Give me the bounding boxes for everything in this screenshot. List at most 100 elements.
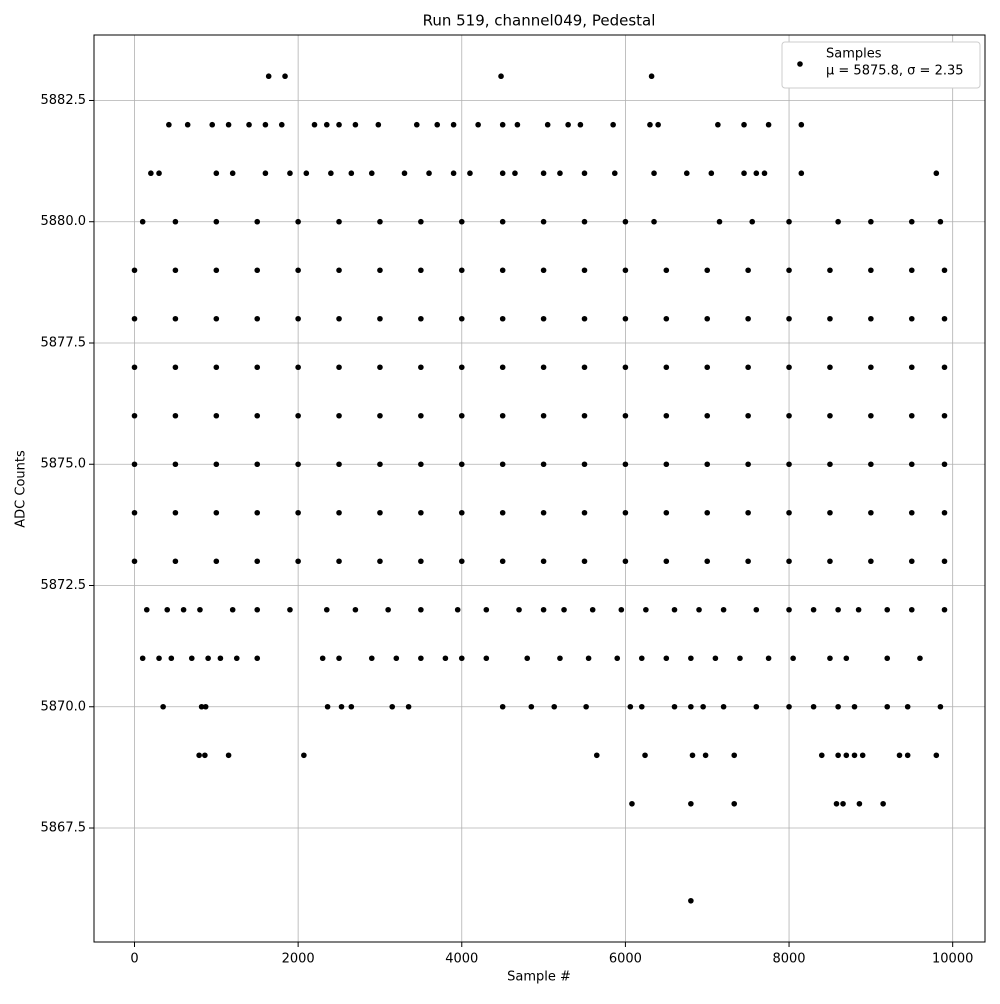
- data-point: [937, 218, 944, 225]
- data-point: [622, 509, 629, 516]
- data-point: [450, 170, 457, 177]
- data-point: [213, 364, 220, 371]
- data-point: [434, 121, 441, 128]
- data-point: [303, 170, 310, 177]
- data-point: [622, 412, 629, 419]
- data-point: [377, 461, 383, 468]
- data-point: [581, 412, 588, 419]
- data-point: [426, 170, 432, 177]
- data-point: [512, 170, 518, 177]
- data-point: [225, 752, 232, 759]
- data-point: [483, 655, 490, 662]
- data-point: [810, 703, 817, 710]
- data-point: [499, 170, 506, 177]
- data-point: [835, 752, 841, 759]
- data-point: [696, 606, 702, 613]
- data-point: [254, 558, 261, 565]
- data-point: [708, 170, 715, 177]
- plot-frame: [93, 34, 986, 943]
- data-point: [798, 121, 805, 128]
- data-point: [418, 509, 424, 516]
- data-point: [663, 364, 670, 371]
- data-point: [287, 170, 293, 177]
- data-point: [544, 121, 551, 128]
- data-point: [172, 218, 179, 225]
- data-point: [827, 461, 833, 468]
- data-point: [265, 73, 272, 80]
- data-point: [295, 315, 301, 322]
- data-point: [254, 461, 261, 468]
- y-tick-label: 5867.5: [41, 821, 87, 836]
- data-point: [753, 606, 760, 613]
- data-point: [786, 703, 792, 710]
- y-tick-label: 5875.0: [41, 457, 87, 472]
- data-point: [663, 509, 670, 516]
- data-point: [131, 558, 138, 565]
- data-point: [581, 267, 588, 274]
- data-point: [671, 703, 678, 710]
- data-point: [262, 170, 269, 177]
- data-point: [156, 170, 162, 177]
- data-point: [583, 703, 589, 710]
- data-point: [160, 703, 166, 710]
- data-point: [172, 364, 179, 371]
- data-point: [131, 461, 138, 468]
- data-point: [749, 218, 756, 225]
- data-point: [651, 170, 657, 177]
- data-point: [336, 315, 342, 322]
- data-point: [458, 218, 465, 225]
- data-point: [700, 703, 706, 710]
- data-point: [581, 218, 588, 225]
- data-point: [196, 752, 202, 759]
- data-point: [704, 461, 711, 468]
- data-point: [663, 655, 670, 662]
- data-point: [704, 315, 711, 322]
- data-point: [184, 121, 191, 128]
- data-point: [581, 315, 588, 322]
- data-point: [499, 315, 506, 322]
- data-point: [319, 655, 326, 662]
- x-tick-label: 10000: [932, 952, 973, 967]
- data-point: [336, 121, 342, 128]
- data-point: [933, 170, 940, 177]
- data-point: [401, 170, 408, 177]
- data-point: [704, 412, 711, 419]
- data-point: [745, 364, 751, 371]
- data-point: [835, 606, 841, 613]
- data-point: [458, 315, 465, 322]
- data-point: [786, 364, 792, 371]
- data-point: [835, 703, 841, 710]
- data-point: [131, 509, 138, 516]
- x-tick-label: 2000: [282, 952, 315, 967]
- data-point: [884, 606, 891, 613]
- data-point: [868, 364, 874, 371]
- data-point: [786, 509, 792, 516]
- data-point: [287, 606, 293, 613]
- data-point: [377, 509, 383, 516]
- data-point: [540, 606, 547, 613]
- data-point: [499, 218, 506, 225]
- data-point: [418, 655, 424, 662]
- data-point: [731, 800, 738, 807]
- data-point: [688, 897, 694, 904]
- data-point: [338, 703, 345, 710]
- data-point: [499, 412, 506, 419]
- data-point: [295, 558, 301, 565]
- data-point: [941, 509, 948, 516]
- data-point: [851, 752, 858, 759]
- data-point: [418, 315, 424, 322]
- data-point: [172, 412, 179, 419]
- data-point: [827, 315, 833, 322]
- data-point: [418, 412, 424, 419]
- data-point: [336, 509, 342, 516]
- data-point: [336, 558, 342, 565]
- data-point: [683, 170, 690, 177]
- data-point: [540, 509, 547, 516]
- data-point: [737, 655, 743, 662]
- data-point: [908, 461, 915, 468]
- data-point: [295, 509, 301, 516]
- data-point: [904, 752, 911, 759]
- data-point: [855, 606, 862, 613]
- data-point: [540, 461, 547, 468]
